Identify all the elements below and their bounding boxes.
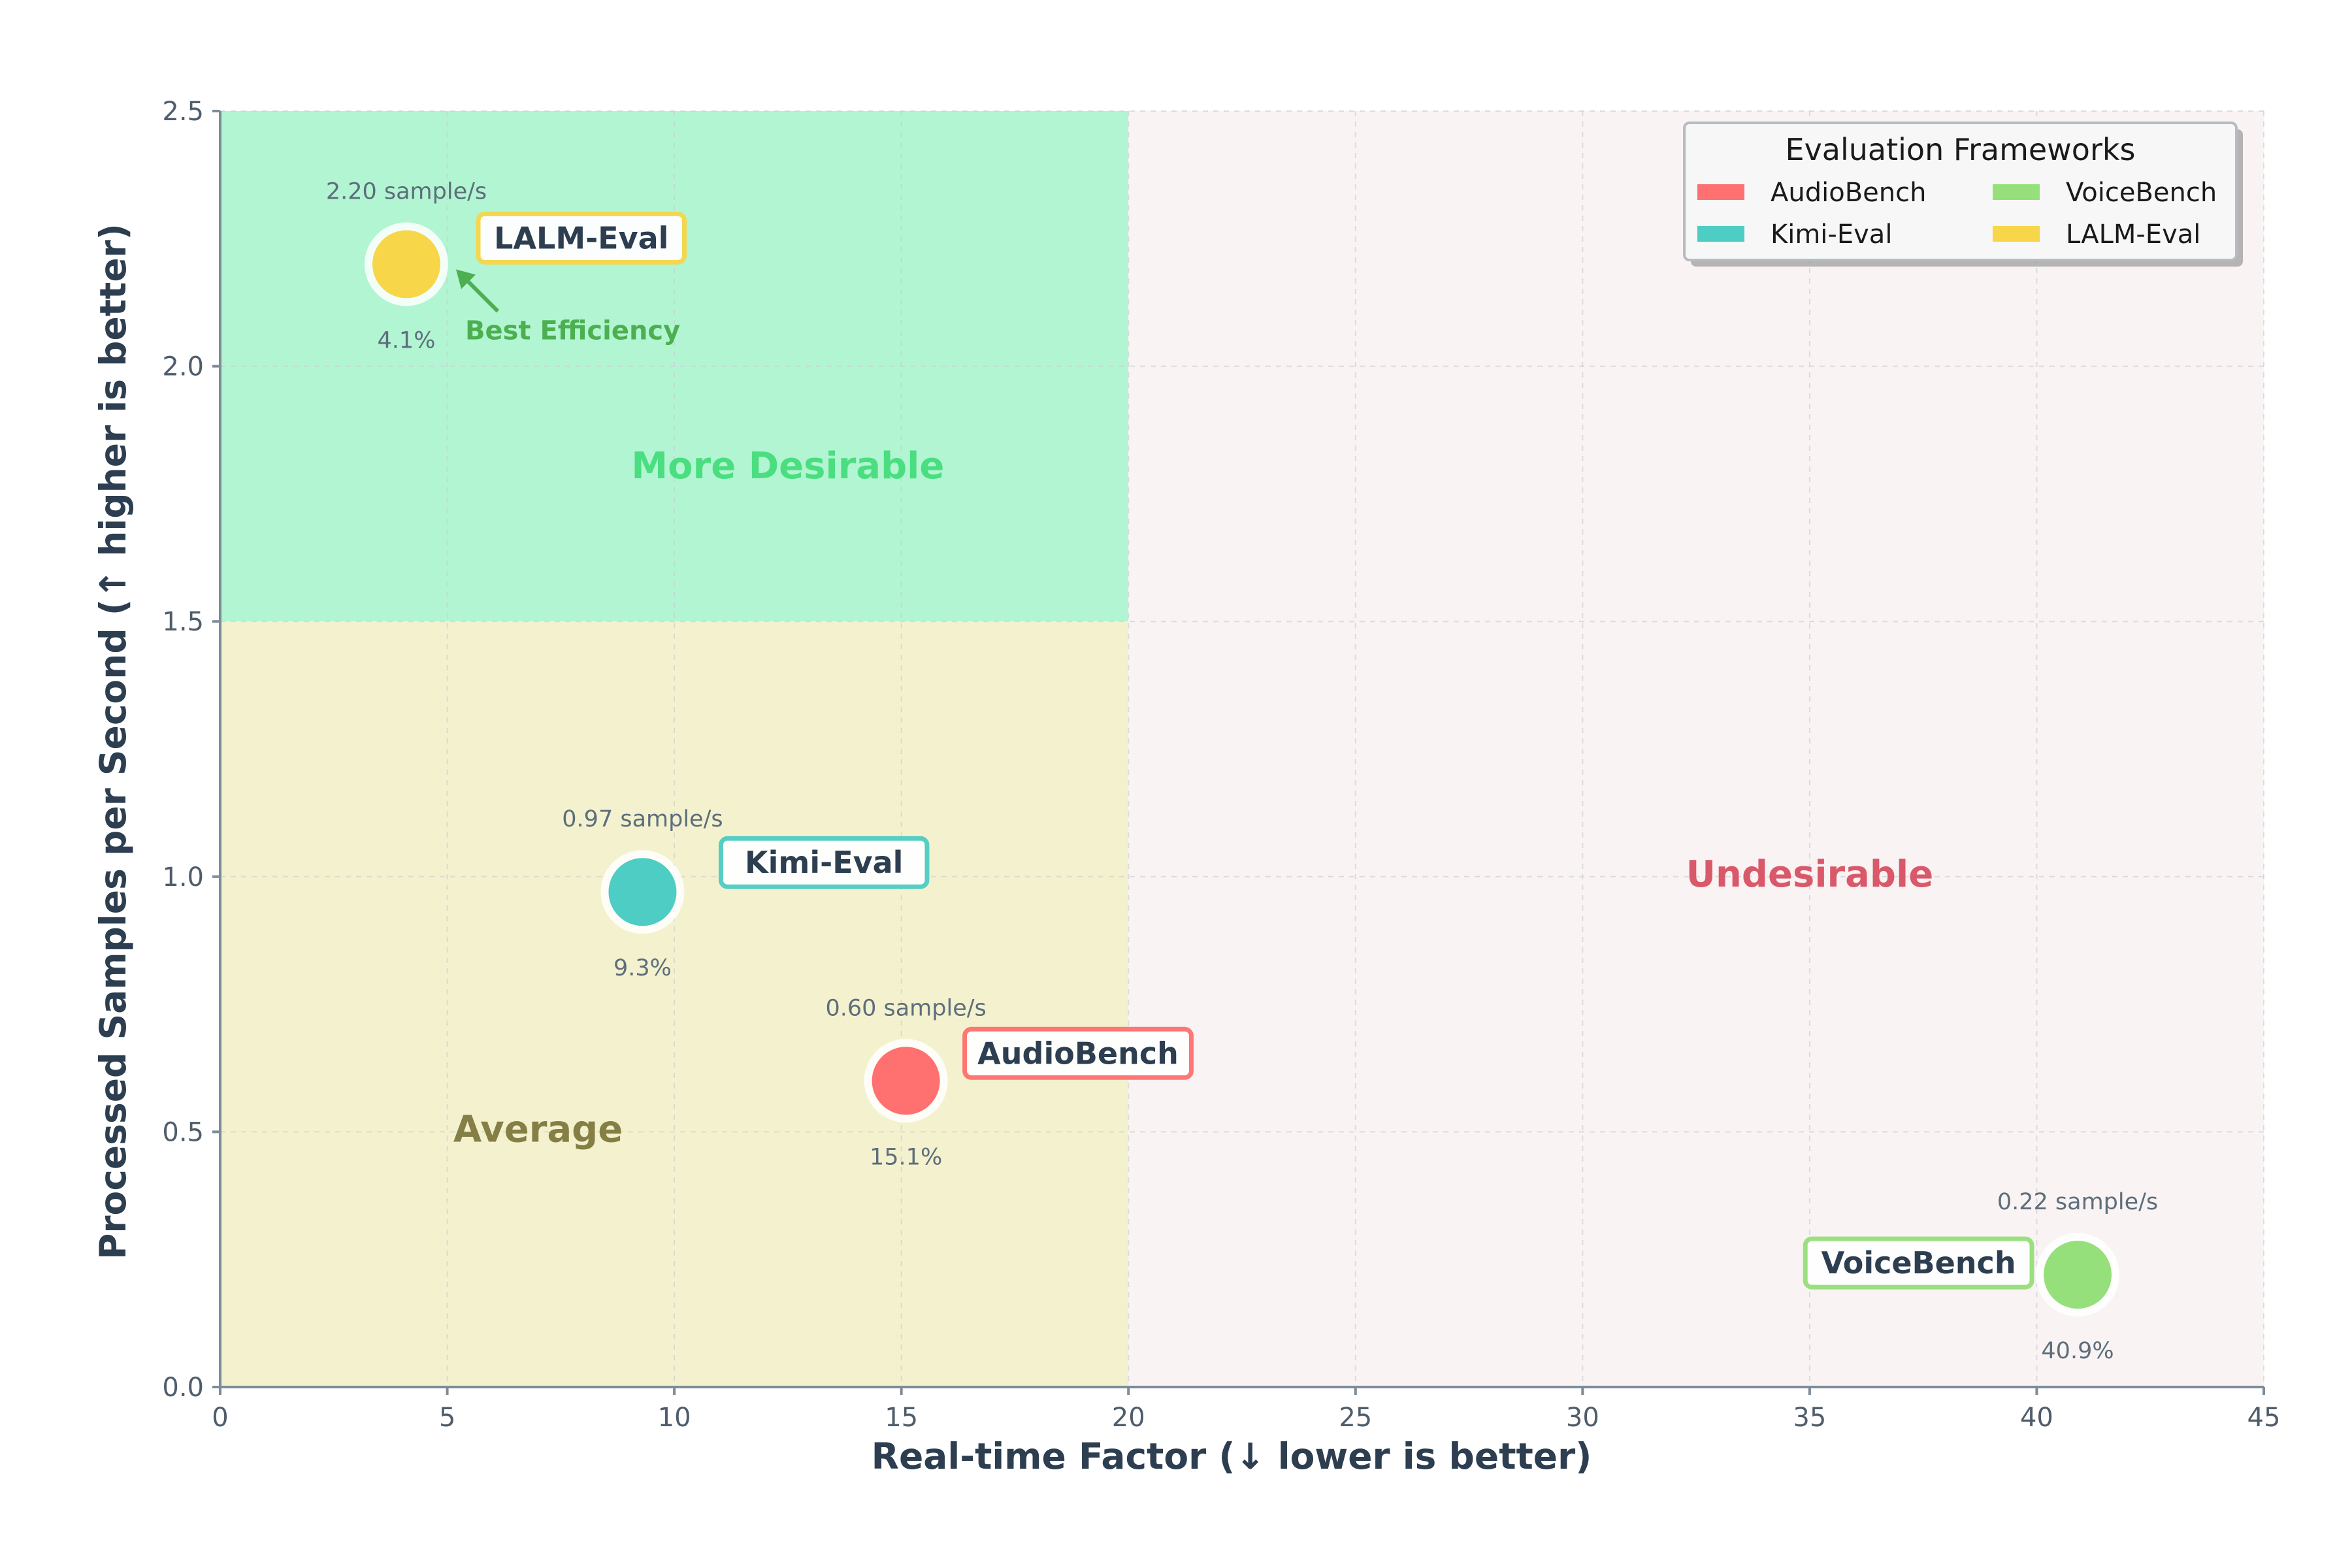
x-tick-label: 25 <box>1339 1403 1372 1433</box>
legend-item-audiobench: AudioBench <box>1697 178 1926 208</box>
data-point <box>872 1047 940 1115</box>
throughput-label: 2.20 sample/s <box>326 178 487 204</box>
annotation-arrowhead <box>455 269 476 289</box>
grid-layer <box>220 110 2264 1388</box>
point-name-box <box>962 1026 1194 1080</box>
x-tick-label: 10 <box>658 1403 691 1433</box>
point-name-label: Kimi-Eval <box>745 845 903 880</box>
percentage-label: 15.1% <box>870 1144 942 1170</box>
legend-item-kimi-eval: Kimi-Eval <box>1697 220 1892 250</box>
x-tick-label: 40 <box>2020 1403 2053 1433</box>
x-tick-label: 20 <box>1112 1403 1145 1433</box>
legend-swatch <box>1697 184 1744 200</box>
x-tick-label: 45 <box>2247 1403 2281 1433</box>
point-name-box <box>476 211 687 265</box>
legend-label: LALM-Eval <box>2066 220 2200 250</box>
percentage-label: 9.3% <box>613 955 672 981</box>
y-tick-label: 2.0 <box>162 352 204 382</box>
region-labels-layer: More Desirable Average Undesirable <box>453 445 1933 1151</box>
data-point <box>2044 1241 2112 1309</box>
x-tick-label: 5 <box>439 1403 455 1433</box>
point-name-box <box>1803 1236 2034 1290</box>
y-tick-label: 1.5 <box>162 607 204 637</box>
region-label-average: Average <box>453 1109 623 1151</box>
x-tick-label: 35 <box>1793 1403 1826 1433</box>
point-name-label: LALM-Eval <box>494 220 668 255</box>
region-layer <box>220 111 2264 1388</box>
axes-layer: 0 5 10 15 20 25 30 35 40 45 0.0 0.5 1.0 1.5 2.0 2.5 <box>162 97 2280 1433</box>
legend-label: Kimi-Eval <box>1771 220 1892 250</box>
percentage-label: 40.9% <box>2041 1338 2114 1364</box>
legend-item-voicebench: VoiceBench <box>1993 178 2217 208</box>
region-undesirable <box>1128 111 2264 1387</box>
point-lalm-eval: 2.20 sample/s 4.1% LALM-Eval <box>326 178 687 353</box>
data-point <box>372 230 440 299</box>
x-tick-label: 0 <box>212 1403 228 1433</box>
legend-box <box>1683 122 2238 261</box>
y-tick-label: 1.0 <box>162 862 204 892</box>
point-name-box <box>718 836 930 889</box>
x-axis-title: Real-time Factor (↓ lower is better) <box>872 1435 1592 1477</box>
point-name-label: VoiceBench <box>1821 1245 2016 1281</box>
legend-item-lalm-eval: LALM-Eval <box>1993 220 2200 250</box>
point-voicebench: 0.22 sample/s 40.9% VoiceBench <box>1803 1189 2158 1364</box>
annotation-label: Best Efficiency <box>465 316 680 346</box>
point-name-label: AudioBench <box>977 1036 1179 1071</box>
legend-swatch <box>1993 226 2040 242</box>
legend: Evaluation Frameworks AudioBench Kimi-Eval… <box>1683 122 2243 267</box>
legend-title: Evaluation Frameworks <box>1786 132 2136 167</box>
legend-label: AudioBench <box>1771 178 1926 208</box>
legend-label: VoiceBench <box>2066 178 2217 208</box>
point-audiobench: 0.60 sample/s 15.1% AudioBench <box>825 995 1194 1170</box>
y-axis-title: Processed Samples per Second (↑ higher i… <box>92 223 134 1260</box>
data-point <box>608 858 677 926</box>
points-layer: 0.60 sample/s 15.1% AudioBench 0.97 sample/… <box>326 178 2158 1364</box>
x-tick-label: 15 <box>885 1403 918 1433</box>
throughput-label: 0.97 sample/s <box>562 806 723 832</box>
y-tick-label: 0.0 <box>162 1373 204 1403</box>
y-tick-label: 0.5 <box>162 1117 204 1147</box>
percentage-label: 4.1% <box>378 327 436 353</box>
point-kimi-eval: 0.97 sample/s 9.3% Kimi-Eval <box>562 806 930 981</box>
region-label-undesirable: Undesirable <box>1686 853 1934 896</box>
x-tick-label: 30 <box>1566 1403 1599 1433</box>
throughput-label: 0.60 sample/s <box>825 995 986 1021</box>
throughput-label: 0.22 sample/s <box>1997 1189 2158 1215</box>
annotation-best-efficiency: Best Efficiency <box>455 269 680 346</box>
legend-swatch <box>1697 226 1744 242</box>
y-tick-label: 2.5 <box>162 97 204 127</box>
legend-swatch <box>1993 184 2040 200</box>
region-label-more-desirable: More Desirable <box>631 445 944 487</box>
